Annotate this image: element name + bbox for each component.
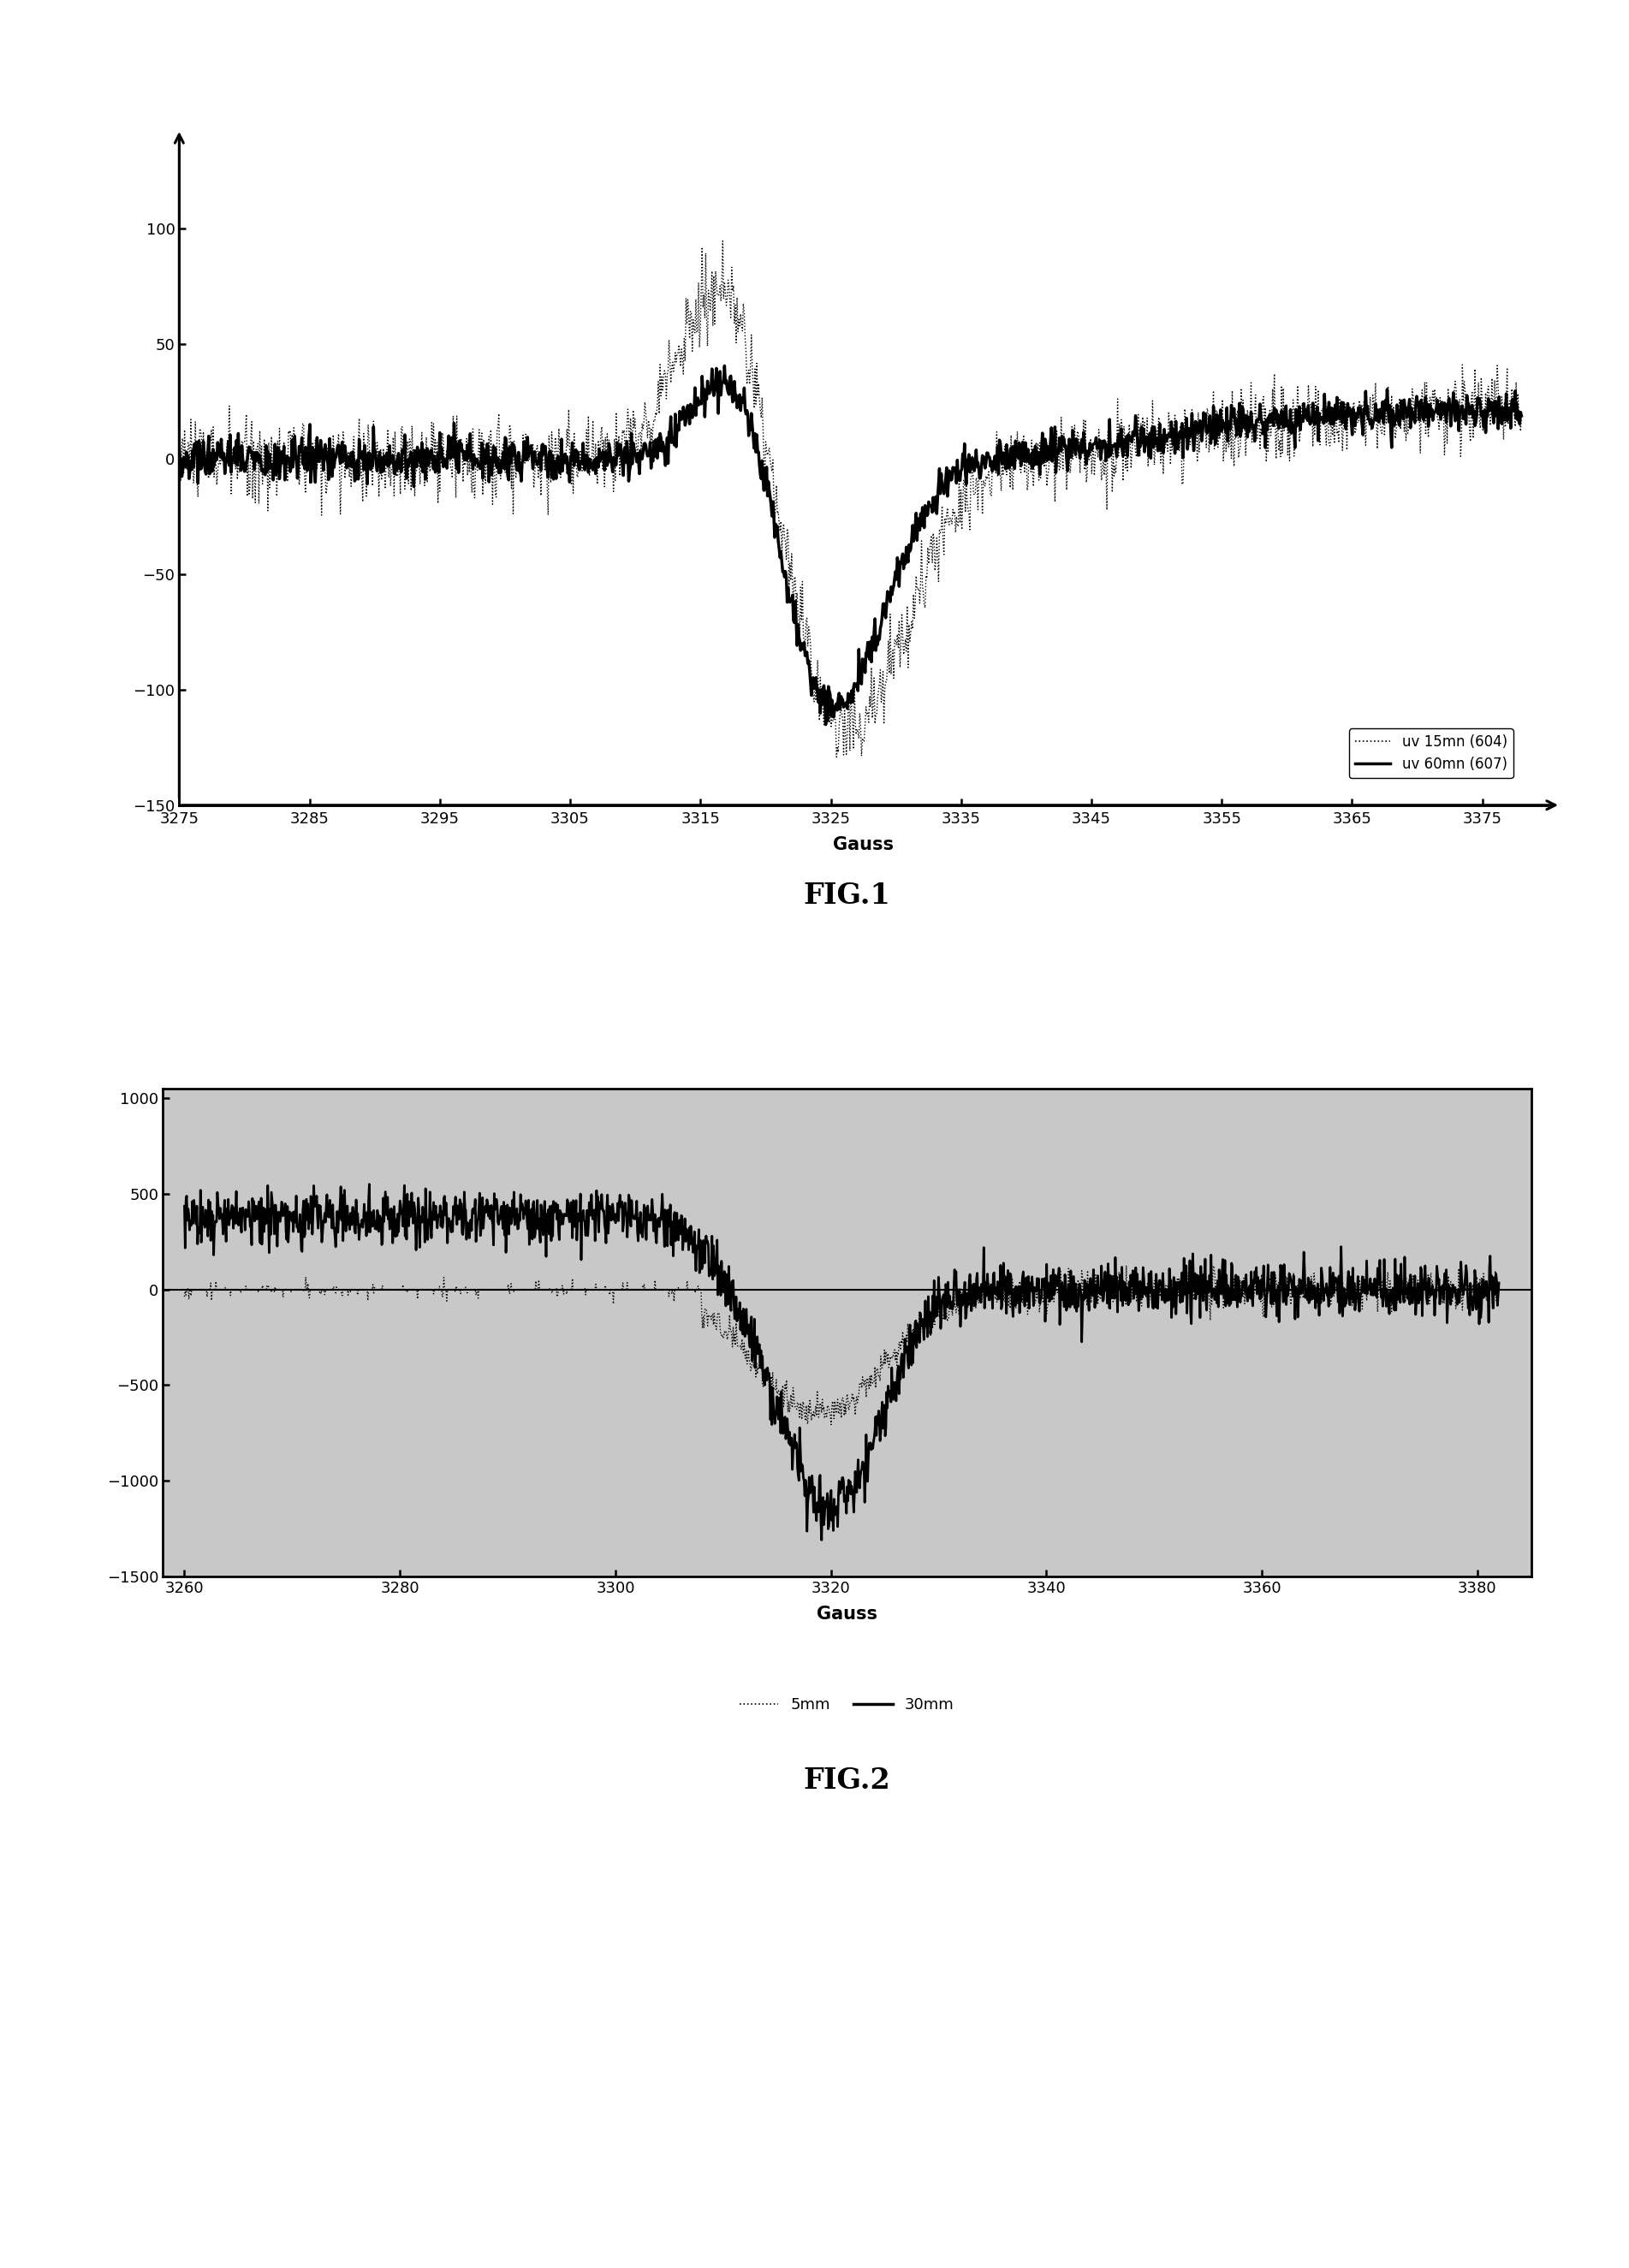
- 30mm: [174, 1193, 194, 1220]
- 5mm: [710, 1322, 730, 1349]
- 5mm: [666, 1277, 686, 1304]
- uv 15mn (604): [767, 499, 787, 526]
- uv 15mn (604): [327, 429, 347, 456]
- uv 15mn (604): [274, 447, 293, 474]
- uv 15mn (604): [169, 411, 189, 438]
- 30mm: [712, 1247, 731, 1275]
- Text: FIG.2: FIG.2: [803, 1767, 891, 1794]
- 30mm: [811, 1526, 831, 1554]
- uv 15mn (604): [714, 227, 733, 254]
- uv 15mn (604): [792, 608, 811, 635]
- 30mm: [1489, 1270, 1508, 1297]
- uv 60mn (607): [715, 352, 735, 379]
- 5mm: [1116, 1252, 1135, 1279]
- Line: 5mm: 5mm: [184, 1266, 1499, 1424]
- 5mm: [249, 1277, 269, 1304]
- uv 60mn (607): [935, 472, 955, 499]
- 30mm: [360, 1170, 380, 1198]
- Line: uv 60mn (607): uv 60mn (607): [179, 365, 1521, 723]
- 5mm: [454, 1277, 474, 1304]
- 30mm: [668, 1200, 687, 1227]
- 5mm: [1072, 1261, 1091, 1288]
- uv 60mn (607): [792, 631, 811, 658]
- uv 60mn (607): [1512, 401, 1531, 429]
- 5mm: [821, 1411, 841, 1438]
- 5mm: [717, 1327, 736, 1354]
- uv 60mn (607): [169, 431, 189, 458]
- Legend: 5mm, 30mm: 5mm, 30mm: [733, 1692, 961, 1719]
- uv 15mn (604): [740, 370, 759, 397]
- uv 60mn (607): [740, 408, 759, 435]
- uv 15mn (604): [1512, 401, 1531, 429]
- uv 15mn (604): [826, 744, 845, 771]
- 5mm: [1489, 1270, 1508, 1297]
- uv 60mn (607): [274, 447, 293, 474]
- 30mm: [718, 1290, 738, 1318]
- Legend: uv 15mn (604), uv 60mn (607): uv 15mn (604), uv 60mn (607): [1349, 728, 1513, 778]
- 30mm: [1074, 1281, 1093, 1309]
- 30mm: [249, 1227, 269, 1254]
- uv 60mn (607): [816, 710, 836, 737]
- 30mm: [456, 1198, 476, 1225]
- X-axis label: Gauss: Gauss: [816, 1606, 878, 1622]
- 5mm: [174, 1284, 194, 1311]
- Line: 30mm: 30mm: [184, 1184, 1499, 1540]
- Line: uv 15mn (604): uv 15mn (604): [179, 240, 1521, 758]
- Text: FIG.1: FIG.1: [803, 882, 891, 909]
- uv 60mn (607): [327, 433, 347, 460]
- uv 15mn (604): [935, 506, 955, 533]
- uv 60mn (607): [767, 513, 787, 540]
- X-axis label: Gauss: Gauss: [832, 837, 894, 853]
